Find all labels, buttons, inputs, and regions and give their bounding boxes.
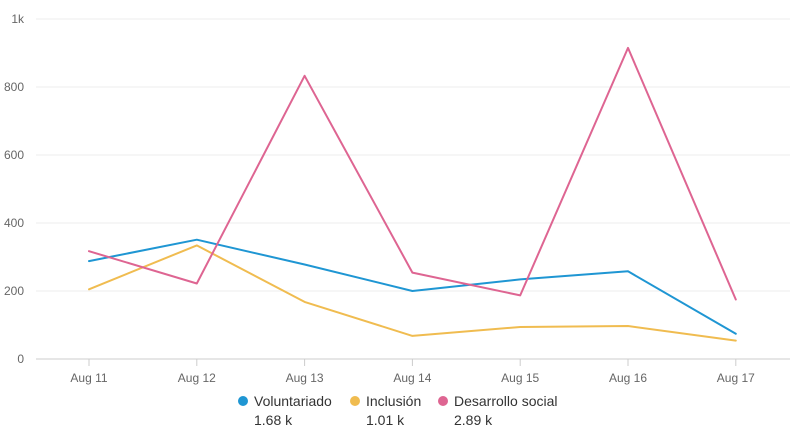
legend-label: Inclusión: [366, 393, 422, 409]
legend-total: 2.89 k: [454, 412, 493, 428]
legend-item-desarrollo-social[interactable]: Desarrollo social 2.89 k: [438, 393, 558, 428]
x-tick-label: Aug 12: [178, 371, 216, 385]
y-tick-label: 1k: [11, 12, 25, 26]
legend: Voluntariado 1.68 k Inclusión 1.01 k Des…: [0, 393, 802, 433]
x-tick-label: Aug 13: [286, 371, 324, 385]
series-line-inclusi-n[interactable]: [88, 244, 737, 342]
legend-marker-icon: [238, 396, 248, 406]
y-tick-label: 600: [4, 148, 24, 162]
y-tick-label: 800: [4, 80, 24, 94]
legend-marker-icon: [438, 396, 448, 406]
legend-item-voluntariado[interactable]: Voluntariado 1.68 k: [238, 393, 332, 428]
y-tick-label: 0: [17, 352, 24, 366]
legend-marker-icon: [350, 396, 360, 406]
y-tick-label: 400: [4, 216, 24, 230]
x-tick-label: Aug 15: [501, 371, 539, 385]
legend-total: 1.01 k: [366, 412, 405, 428]
series-layer: [88, 46, 737, 342]
x-tick-label: Aug 17: [717, 371, 755, 385]
x-tick-label: Aug 16: [609, 371, 647, 385]
legend-label: Voluntariado: [254, 393, 332, 409]
legend-total: 1.68 k: [254, 412, 293, 428]
series-line-desarrollo-social[interactable]: [88, 46, 737, 301]
series-line-voluntariado[interactable]: [88, 238, 737, 335]
legend-label: Desarrollo social: [454, 393, 558, 409]
legend-item-inclusion[interactable]: Inclusión 1.01 k: [350, 393, 422, 428]
x-tick-label: Aug 14: [393, 371, 431, 385]
grid-layer: [36, 18, 790, 360]
plot-area: 0 200 400 600 800 1k Aug 11 Aug 12 Aug 13 Aug 14 A…: [4, 12, 790, 385]
x-axis: 0 200 400 600 800 1k Aug 11 Aug 12 Aug 13 Aug 14 A…: [4, 12, 755, 385]
x-tick-label: Aug 11: [70, 371, 107, 385]
y-tick-label: 200: [4, 284, 24, 298]
